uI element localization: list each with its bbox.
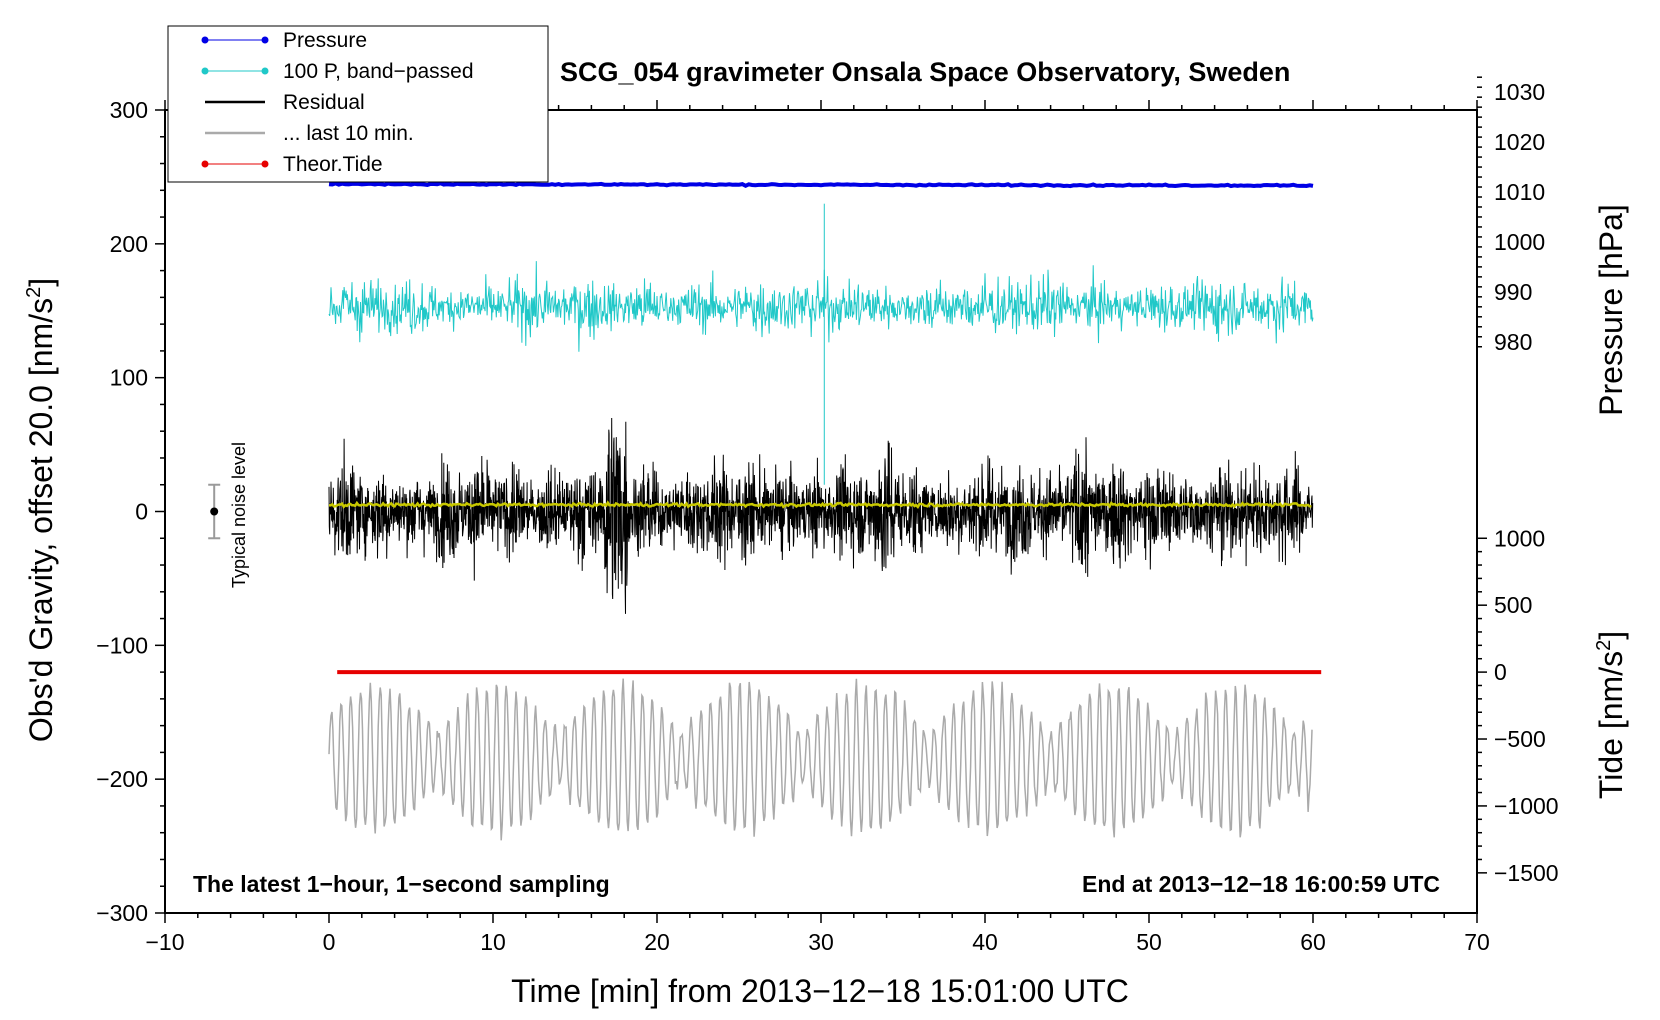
tide-tick-label: 0 [1494, 659, 1507, 685]
legend: Pressure 100 P, band−passed Residual ... la… [167, 25, 549, 183]
series-residual-mean [328, 500, 1312, 509]
tide-tick-label: 500 [1494, 592, 1532, 618]
y-axis-title-pressure: Pressure [hPa] [1593, 204, 1629, 416]
legend-marker [261, 160, 269, 168]
y-tick-label: −300 [96, 900, 148, 926]
legend-label: Theor.Tide [283, 153, 383, 176]
pressure-tick-label: 990 [1494, 279, 1532, 305]
x-tick-label: 10 [480, 929, 506, 955]
x-tick-label: −10 [145, 929, 184, 955]
noise-level-label: Typical noise level [229, 442, 249, 588]
tide-tick-label: −500 [1494, 726, 1546, 752]
noise-level-indicator: Typical noise level [208, 442, 249, 588]
legend-label: 100 P, band−passed [283, 60, 474, 83]
tide-tick-label: −1500 [1494, 860, 1559, 886]
x-tick-label: 20 [644, 929, 670, 955]
ticks-layer: −10 0 10 20 30 40 50 60 703002001000−100−200−300… [96, 76, 1559, 955]
x-tick-label: 30 [808, 929, 834, 955]
legend-label: Residual [283, 91, 365, 114]
x-tick-label: 40 [972, 929, 998, 955]
pressure-tick-label: 1000 [1494, 229, 1545, 255]
x-tick-label: 70 [1464, 929, 1490, 955]
legend-marker [201, 67, 209, 75]
end-time-note: End at 2013−12−18 16:00:59 UTC [1082, 871, 1440, 897]
legend-marker [201, 36, 209, 44]
x-axis-title: Time [min] from 2013−12−18 15:01:00 UTC [511, 973, 1129, 1009]
series-pressure [328, 181, 1314, 189]
y-tick-label: 0 [135, 499, 148, 525]
y-tick-label: −200 [96, 766, 148, 792]
legend-box [167, 25, 549, 183]
x-tick-label: 50 [1136, 929, 1162, 955]
pressure-tick-label: 1010 [1494, 179, 1545, 205]
tide-tick-label: 1000 [1494, 525, 1545, 551]
x-tick-label: 0 [323, 929, 336, 955]
pressure-tick-label: 1020 [1494, 129, 1545, 155]
legend-label: Pressure [283, 29, 367, 52]
y-tick-label: 100 [110, 365, 148, 391]
pressure-tick-label: 1030 [1494, 79, 1545, 105]
series-layer [328, 181, 1322, 841]
tide-tick-label: −1000 [1494, 793, 1559, 819]
legend-label: ... last 10 min. [283, 122, 414, 145]
y-axis-title-tide: Tide [nm/s2] [1593, 631, 1629, 799]
y-tick-label: 300 [110, 97, 148, 123]
sampling-note: The latest 1−hour, 1−second sampling [193, 871, 610, 897]
series-residual [328, 417, 1314, 614]
legend-marker [261, 67, 269, 75]
x-tick-label: 60 [1300, 929, 1326, 955]
legend-marker [201, 160, 209, 168]
series-last-10-min [328, 678, 1313, 841]
y-tick-label: −100 [96, 632, 148, 658]
noise-level-dot [210, 507, 219, 516]
series-band-passed-pressure [328, 261, 1314, 352]
y-axis-title-left: Obs'd Gravity, offset 20.0 [nm/s2] [23, 278, 59, 742]
legend-marker [261, 36, 269, 44]
chart-title: SCG_054 gravimeter Onsala Space Observat… [560, 57, 1290, 87]
pressure-tick-label: 980 [1494, 329, 1532, 355]
y-tick-label: 200 [110, 231, 148, 257]
